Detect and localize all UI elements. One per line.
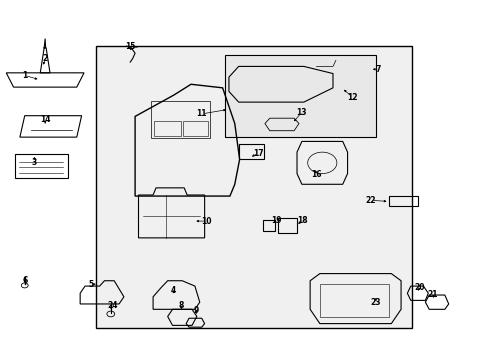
Text: 1: 1	[22, 71, 27, 80]
Text: 6: 6	[22, 276, 27, 285]
Bar	[319, 284, 388, 317]
FancyBboxPatch shape	[224, 55, 375, 137]
Text: 12: 12	[346, 93, 357, 102]
Bar	[388, 196, 417, 206]
Text: 22: 22	[365, 196, 375, 205]
Text: 23: 23	[370, 298, 380, 307]
Bar	[153, 121, 181, 136]
Text: 13: 13	[296, 108, 306, 117]
Bar	[238, 144, 264, 159]
Text: 4: 4	[170, 285, 175, 294]
Text: 21: 21	[426, 290, 437, 299]
Text: 8: 8	[178, 301, 183, 310]
Text: 5: 5	[89, 280, 94, 289]
Text: 19: 19	[270, 216, 281, 225]
Text: 16: 16	[310, 170, 321, 179]
Bar	[263, 220, 274, 231]
Text: 17: 17	[252, 149, 263, 158]
FancyBboxPatch shape	[96, 46, 411, 328]
Text: 15: 15	[125, 41, 135, 50]
Bar	[151, 102, 210, 138]
Bar	[15, 154, 68, 178]
Text: 9: 9	[193, 306, 198, 315]
Text: 20: 20	[413, 283, 424, 292]
Text: 10: 10	[201, 217, 211, 226]
Text: 7: 7	[375, 65, 380, 74]
Bar	[277, 218, 296, 233]
Text: 3: 3	[32, 158, 37, 167]
Text: 11: 11	[196, 109, 206, 118]
Text: 2: 2	[42, 54, 48, 63]
Text: 24: 24	[107, 301, 117, 310]
Text: 18: 18	[297, 216, 307, 225]
Text: 14: 14	[40, 116, 50, 125]
Bar	[183, 121, 207, 136]
